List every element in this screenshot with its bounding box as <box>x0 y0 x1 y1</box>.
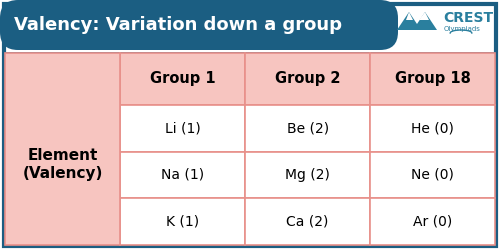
FancyBboxPatch shape <box>5 53 120 245</box>
FancyBboxPatch shape <box>120 152 245 198</box>
FancyBboxPatch shape <box>370 53 495 105</box>
FancyBboxPatch shape <box>120 53 245 105</box>
FancyBboxPatch shape <box>4 4 496 246</box>
Text: Element
(Valency): Element (Valency) <box>22 148 103 180</box>
FancyBboxPatch shape <box>245 105 370 152</box>
Text: Group 18: Group 18 <box>394 72 470 86</box>
FancyBboxPatch shape <box>5 53 495 245</box>
FancyBboxPatch shape <box>120 198 245 245</box>
Text: Ar (0): Ar (0) <box>413 215 452 229</box>
FancyBboxPatch shape <box>120 105 245 152</box>
FancyBboxPatch shape <box>370 198 495 245</box>
Text: Li (1): Li (1) <box>165 121 200 135</box>
FancyBboxPatch shape <box>245 152 370 198</box>
Text: Ne (0): Ne (0) <box>411 168 454 182</box>
Text: Ca (2): Ca (2) <box>286 215 329 229</box>
FancyBboxPatch shape <box>370 105 495 152</box>
Text: K (1): K (1) <box>166 215 199 229</box>
Text: Na (1): Na (1) <box>161 168 204 182</box>
Text: Group 2: Group 2 <box>275 72 340 86</box>
Text: Olympiads: Olympiads <box>444 26 481 32</box>
Text: CREST: CREST <box>443 11 493 25</box>
Polygon shape <box>419 12 429 20</box>
Text: Mg (2): Mg (2) <box>285 168 330 182</box>
Text: He (0): He (0) <box>411 121 454 135</box>
FancyBboxPatch shape <box>245 53 370 105</box>
Polygon shape <box>397 12 437 30</box>
Polygon shape <box>406 12 413 20</box>
Text: Be (2): Be (2) <box>286 121 329 135</box>
Text: Group 1: Group 1 <box>150 72 216 86</box>
FancyBboxPatch shape <box>0 0 398 50</box>
FancyBboxPatch shape <box>370 152 495 198</box>
Text: Valency: Variation down a group: Valency: Variation down a group <box>14 16 342 34</box>
FancyBboxPatch shape <box>245 198 370 245</box>
